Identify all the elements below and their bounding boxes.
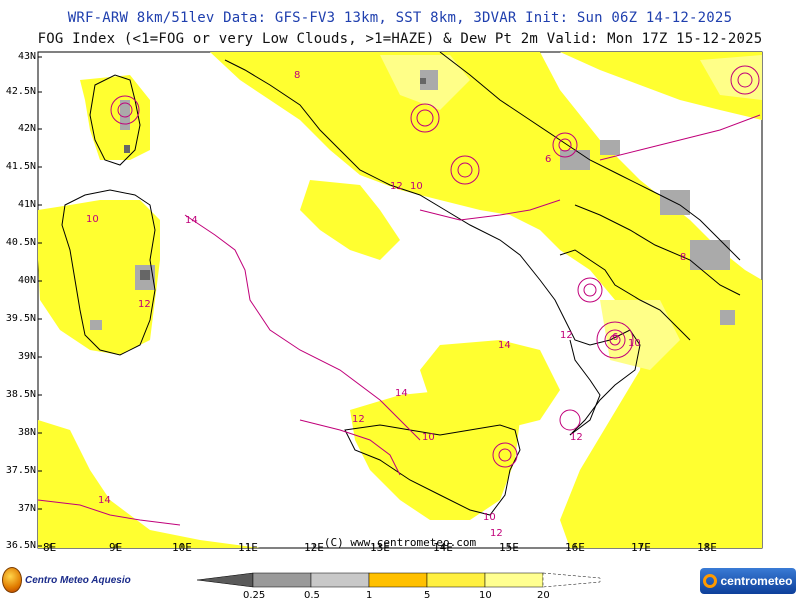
lon-label: 8E xyxy=(43,541,57,554)
contour-label: 6 xyxy=(545,154,551,165)
lat-label: 39N xyxy=(17,351,36,362)
contour-label: 12 xyxy=(570,432,583,443)
legend-label: 0.25 xyxy=(243,590,266,601)
legend-swatch-4 xyxy=(426,572,486,588)
lon-label: 16E xyxy=(565,541,585,554)
logo-left-text: Centro Meteo Aquesio xyxy=(25,574,131,586)
lat-label: 41N xyxy=(17,199,36,210)
centrometeo-logo[interactable]: centrometeo xyxy=(700,568,796,594)
lat-label: 41.5N xyxy=(5,161,36,172)
contour-label: 10 xyxy=(628,338,641,349)
contour-label: 14 xyxy=(185,215,198,226)
legend-label: 5 xyxy=(424,590,431,601)
legend-swatch-end xyxy=(542,572,601,588)
lat-label: 40N xyxy=(17,275,36,286)
legend-swatch-1 xyxy=(252,572,312,588)
legend-swatch-5 xyxy=(484,572,544,588)
lat-label: 37.5N xyxy=(5,465,36,476)
lat-label: 40.5N xyxy=(5,237,36,248)
legend-label: 1 xyxy=(366,590,373,601)
contour-label: 6 xyxy=(612,332,618,343)
legend-swatch-3 xyxy=(368,572,428,588)
lon-label: 11E xyxy=(238,541,258,554)
contour-label: 10 xyxy=(483,512,496,523)
lon-label: 17E xyxy=(631,541,651,554)
contour-label: 12 xyxy=(390,181,403,192)
contour-label: 14 xyxy=(498,340,511,351)
contour-label: 10 xyxy=(422,432,435,443)
coastlines xyxy=(61,51,741,516)
lon-label: 13E xyxy=(370,541,390,554)
contour-label: 14 xyxy=(98,495,111,506)
legend-label: 20 xyxy=(537,590,550,601)
lat-label: 43N xyxy=(17,51,36,62)
contour-label: 8 xyxy=(294,70,300,81)
dewpoint-contours xyxy=(37,65,761,526)
lat-label: 38N xyxy=(17,427,36,438)
globe-icon xyxy=(2,567,22,593)
legend-swatch-2 xyxy=(310,572,370,588)
centro-meteo-aquesio-logo[interactable]: Centro Meteo Aquesio xyxy=(2,565,131,595)
lon-label: 9E xyxy=(109,541,123,554)
fog-dark-areas xyxy=(124,78,426,280)
haze-fill-areas xyxy=(38,52,762,548)
lon-label: 18E xyxy=(697,541,717,554)
contour-label: 12 xyxy=(352,414,365,425)
lon-label: 10E xyxy=(172,541,192,554)
contour-label: 12 xyxy=(138,299,151,310)
contour-label: 12 xyxy=(490,528,503,539)
lon-label: 12E xyxy=(304,541,324,554)
logo-right-text: centrometeo xyxy=(720,574,793,588)
legend-label: 0.5 xyxy=(304,590,320,601)
lat-label: 42N xyxy=(17,123,36,134)
axis-ticks xyxy=(38,56,708,548)
contour-label: 10 xyxy=(86,214,99,225)
copyright-credit: (C) www.centrometeo.com xyxy=(323,536,477,549)
header-model-info: WRF-ARW 8km/51lev Data: GFS-FV3 13km, SS… xyxy=(67,10,733,26)
legend-label: 10 xyxy=(479,590,492,601)
contour-label: 12 xyxy=(560,330,573,341)
header-field-info: FOG Index (<1=FOG or very Low Clouds, >1… xyxy=(37,31,763,47)
lat-label: 38.5N xyxy=(5,389,36,400)
lon-label: 14E xyxy=(433,541,453,554)
contour-label: 10 xyxy=(410,181,423,192)
lat-label: 42.5N xyxy=(5,86,36,97)
lat-label: 37N xyxy=(17,503,36,514)
contour-label: 8 xyxy=(680,252,686,263)
lon-label: 15E xyxy=(499,541,519,554)
logo-ring-icon xyxy=(703,574,718,588)
lat-label: 39.5N xyxy=(5,313,36,324)
legend-swatch-0 xyxy=(196,572,254,588)
contour-labels: 14 12 10 8 6 12 10 14 12 10 14 12 10 8 6… xyxy=(86,70,686,539)
contour-label: 14 xyxy=(395,388,408,399)
lat-label: 36.5N xyxy=(5,540,36,551)
